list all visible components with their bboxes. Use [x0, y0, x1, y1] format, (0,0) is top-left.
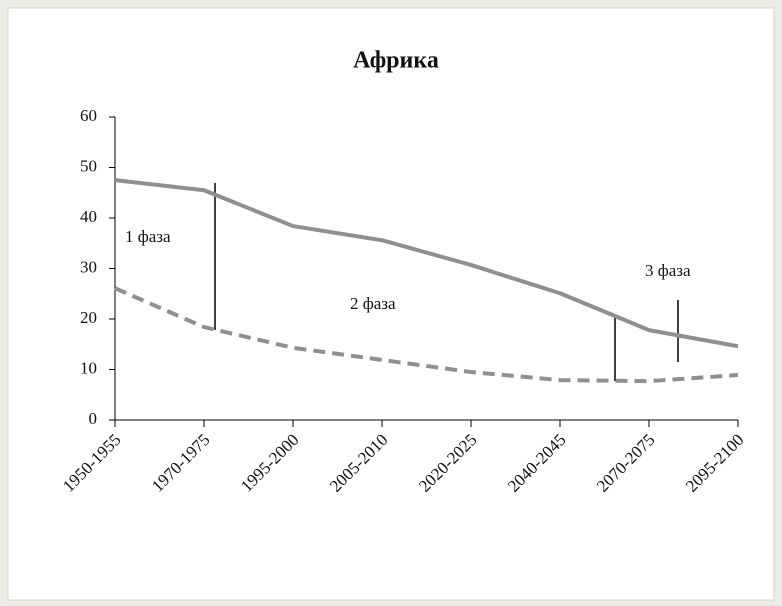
y-tick-label: 60 [80, 106, 97, 125]
chart-panel [7, 7, 775, 601]
series-line [114, 286, 739, 384]
phase-label: 1 фаза [125, 227, 171, 246]
y-tick-label: 10 [80, 358, 97, 377]
y-tick-label: 30 [80, 257, 97, 276]
phase-label: 3 фаза [645, 261, 691, 280]
chart-title: Африка [353, 48, 439, 74]
y-tick-label: 0 [89, 409, 98, 428]
y-tick-label: 50 [80, 156, 97, 175]
y-tick-label: 40 [80, 207, 97, 226]
y-tick-label: 20 [80, 308, 97, 327]
phase-label: 2 фаза [350, 294, 396, 313]
series-line [114, 178, 739, 349]
